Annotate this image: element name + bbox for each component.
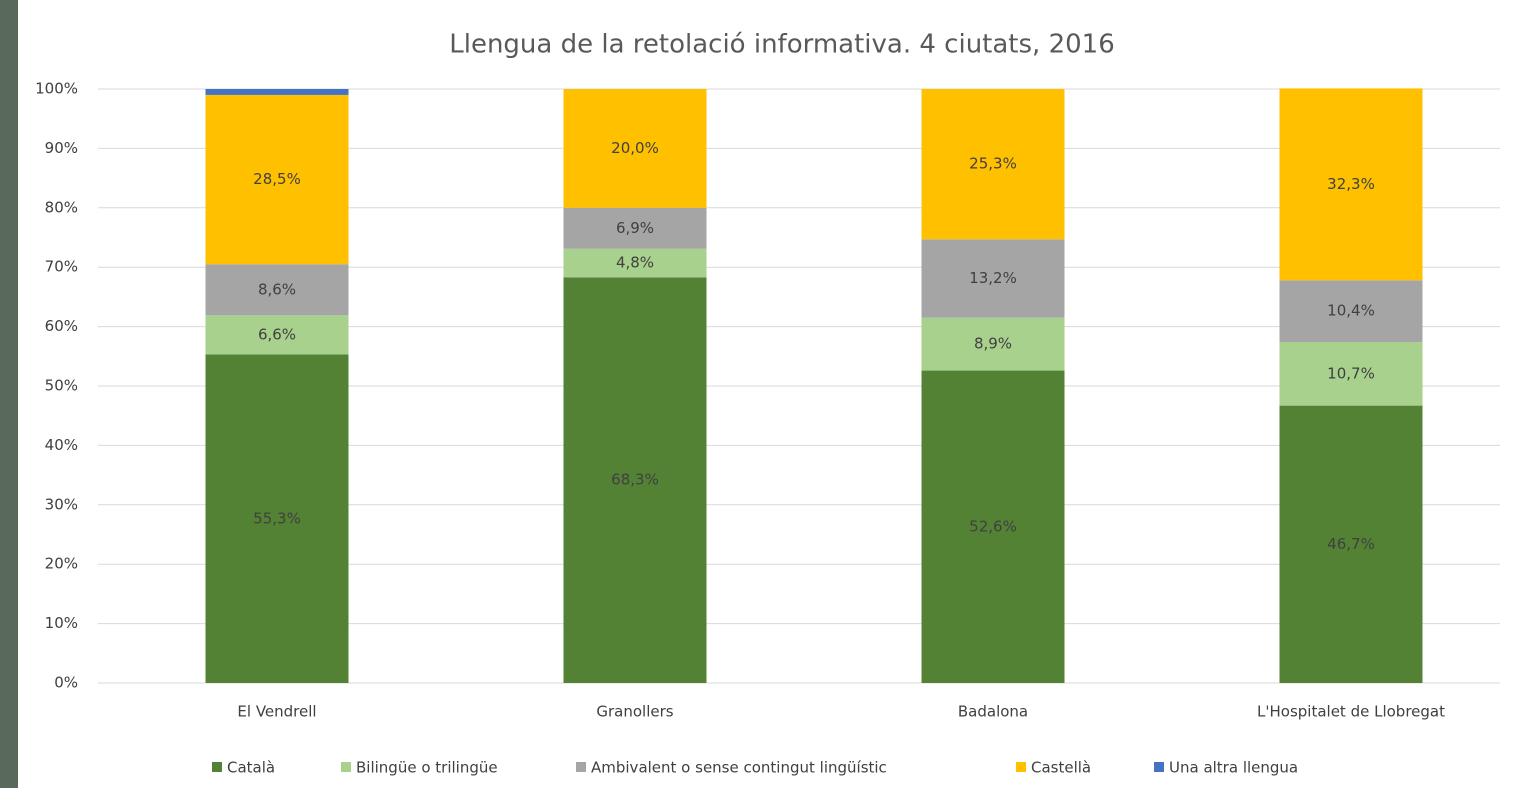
legend-label: Català: [227, 759, 275, 777]
bar-segment: [205, 264, 349, 316]
x-tick-label: Badalona: [958, 703, 1028, 721]
data-label: 32,3%: [1327, 175, 1375, 193]
bar-segment: [205, 94, 349, 265]
legend-label: Una altra llengua: [1169, 759, 1298, 777]
legend-label: Castellà: [1031, 759, 1091, 777]
data-label: 46,7%: [1327, 535, 1375, 553]
legend-swatch: [1154, 762, 1164, 772]
y-tick-label: 10%: [45, 614, 78, 632]
bar-segment: [921, 370, 1065, 683]
y-tick-label: 20%: [45, 555, 78, 573]
bar-segment: [563, 89, 707, 208]
data-label: 28,5%: [253, 170, 301, 188]
bar-segment: [921, 89, 1065, 240]
data-label: 55,3%: [253, 509, 301, 527]
legend-label: Ambivalent o sense contingut lingüístic: [591, 759, 887, 777]
legend-label: Bilingüe o trilingüe: [356, 759, 498, 777]
data-label: 6,9%: [616, 219, 654, 237]
chart-title: Llengua de la retolació informativa. 4 c…: [449, 30, 1115, 60]
bar-segment: [1279, 280, 1423, 343]
y-tick-label: 80%: [45, 198, 78, 216]
x-tick-label: L'Hospitalet de Llobregat: [1257, 703, 1445, 721]
x-tick-label: El Vendrell: [237, 703, 316, 721]
bar-segment: [921, 317, 1065, 371]
legend-swatch: [1016, 762, 1026, 772]
data-label: 25,3%: [969, 155, 1017, 173]
bar-segment: [1279, 88, 1423, 281]
bar-segment: [205, 315, 349, 355]
data-label: 6,6%: [258, 325, 296, 343]
bar-segment: [563, 207, 707, 249]
y-tick-label: 40%: [45, 436, 78, 454]
bar-segment: [1279, 342, 1423, 406]
y-tick-label: 100%: [35, 80, 78, 98]
bar-segment: [563, 248, 707, 278]
bar-segment: [921, 239, 1065, 318]
data-label: 8,6%: [258, 280, 296, 298]
bar-segment: [563, 277, 707, 683]
y-tick-label: 60%: [45, 317, 78, 335]
x-tick-label: Granollers: [596, 703, 673, 721]
data-label: 52,6%: [969, 517, 1017, 535]
data-label: 10,7%: [1327, 364, 1375, 382]
data-label: 13,2%: [969, 269, 1017, 287]
data-label: 8,9%: [974, 335, 1012, 353]
data-label: 4,8%: [616, 254, 654, 272]
data-label: 68,3%: [611, 471, 659, 489]
bar-segment: [1279, 405, 1423, 683]
legend-swatch: [212, 762, 222, 772]
legend-swatch: [576, 762, 586, 772]
bar-segment: [205, 354, 349, 683]
data-label: 20,0%: [611, 139, 659, 157]
y-tick-label: 30%: [45, 495, 78, 513]
y-tick-label: 50%: [45, 377, 78, 395]
bar-segment: [205, 89, 349, 95]
y-tick-label: 90%: [45, 139, 78, 157]
y-tick-label: 70%: [45, 258, 78, 276]
data-label: 10,4%: [1327, 302, 1375, 320]
y-tick-label: 0%: [54, 674, 78, 692]
legend-swatch: [341, 762, 351, 772]
